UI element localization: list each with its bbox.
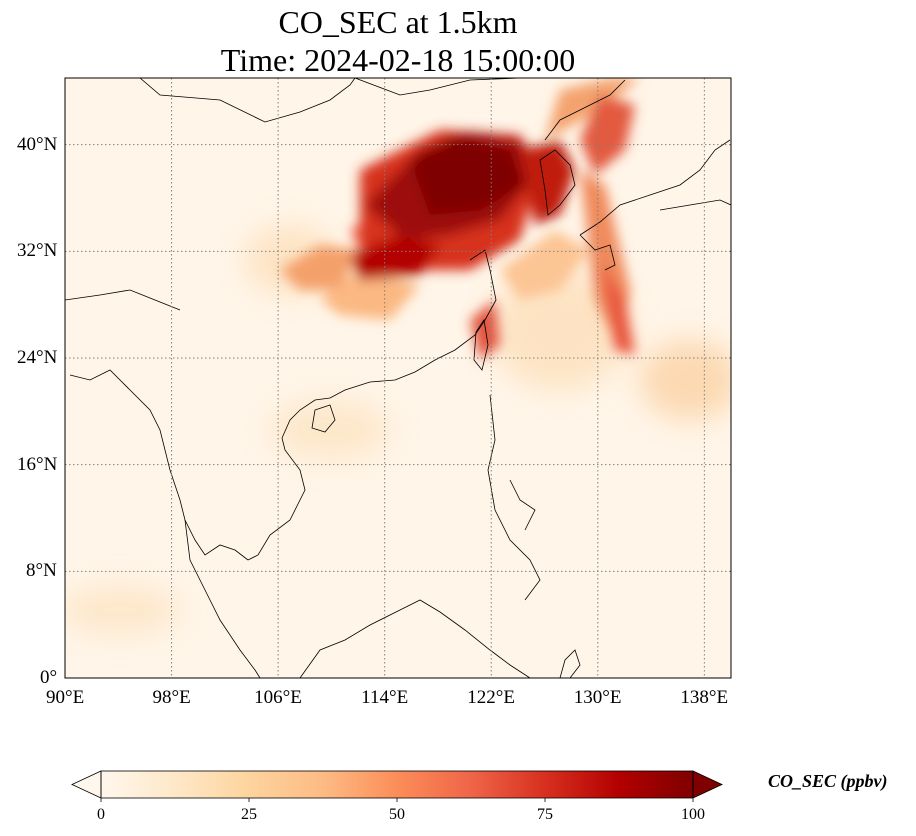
latitude-tick-label: 16°N: [17, 453, 58, 475]
longitude-tick-label: 138°E: [680, 687, 729, 708]
longitude-tick-label: 106°E: [254, 687, 302, 708]
latitude-tick-label: 0°: [40, 667, 58, 688]
map-subtitle: Time: 2024-02-18 15:00:00: [220, 42, 576, 78]
longitude-tick-label: 130°E: [573, 687, 622, 708]
longitude-tick-label: 98°E: [152, 687, 191, 708]
latitude-tick-label: 32°N: [17, 240, 58, 262]
colorbar-tick-label: 100: [681, 806, 705, 823]
longitude-tick-label: 122°E: [467, 687, 515, 708]
colorbar-extend-low: [71, 770, 102, 799]
coastlines: [65, 78, 731, 678]
colorbar-gradient: [101, 771, 693, 798]
latitude-tick-label: 40°N: [17, 133, 58, 155]
colorbar-tick-label: 50: [389, 806, 405, 823]
colorbar: [71, 770, 723, 802]
colorbar-extend-high: [692, 770, 723, 799]
colorbar-label: CO_SEC (ppbv): [768, 771, 888, 791]
colorbar-tick-label: 25: [241, 806, 257, 823]
concentration-field: [65, 78, 731, 635]
map-title: CO_SEC at 1.5km: [278, 4, 518, 40]
colorbar-tick-label: 0: [97, 806, 105, 823]
latitude-tick-label: 24°N: [17, 347, 58, 368]
map-frame: [64, 77, 732, 679]
longitude-tick-label: 90°E: [46, 687, 85, 708]
latitude-tick-label: 8°N: [26, 560, 57, 582]
colorbar-tick-label: 75: [537, 806, 553, 823]
longitude-tick-label: 114°E: [361, 687, 409, 708]
